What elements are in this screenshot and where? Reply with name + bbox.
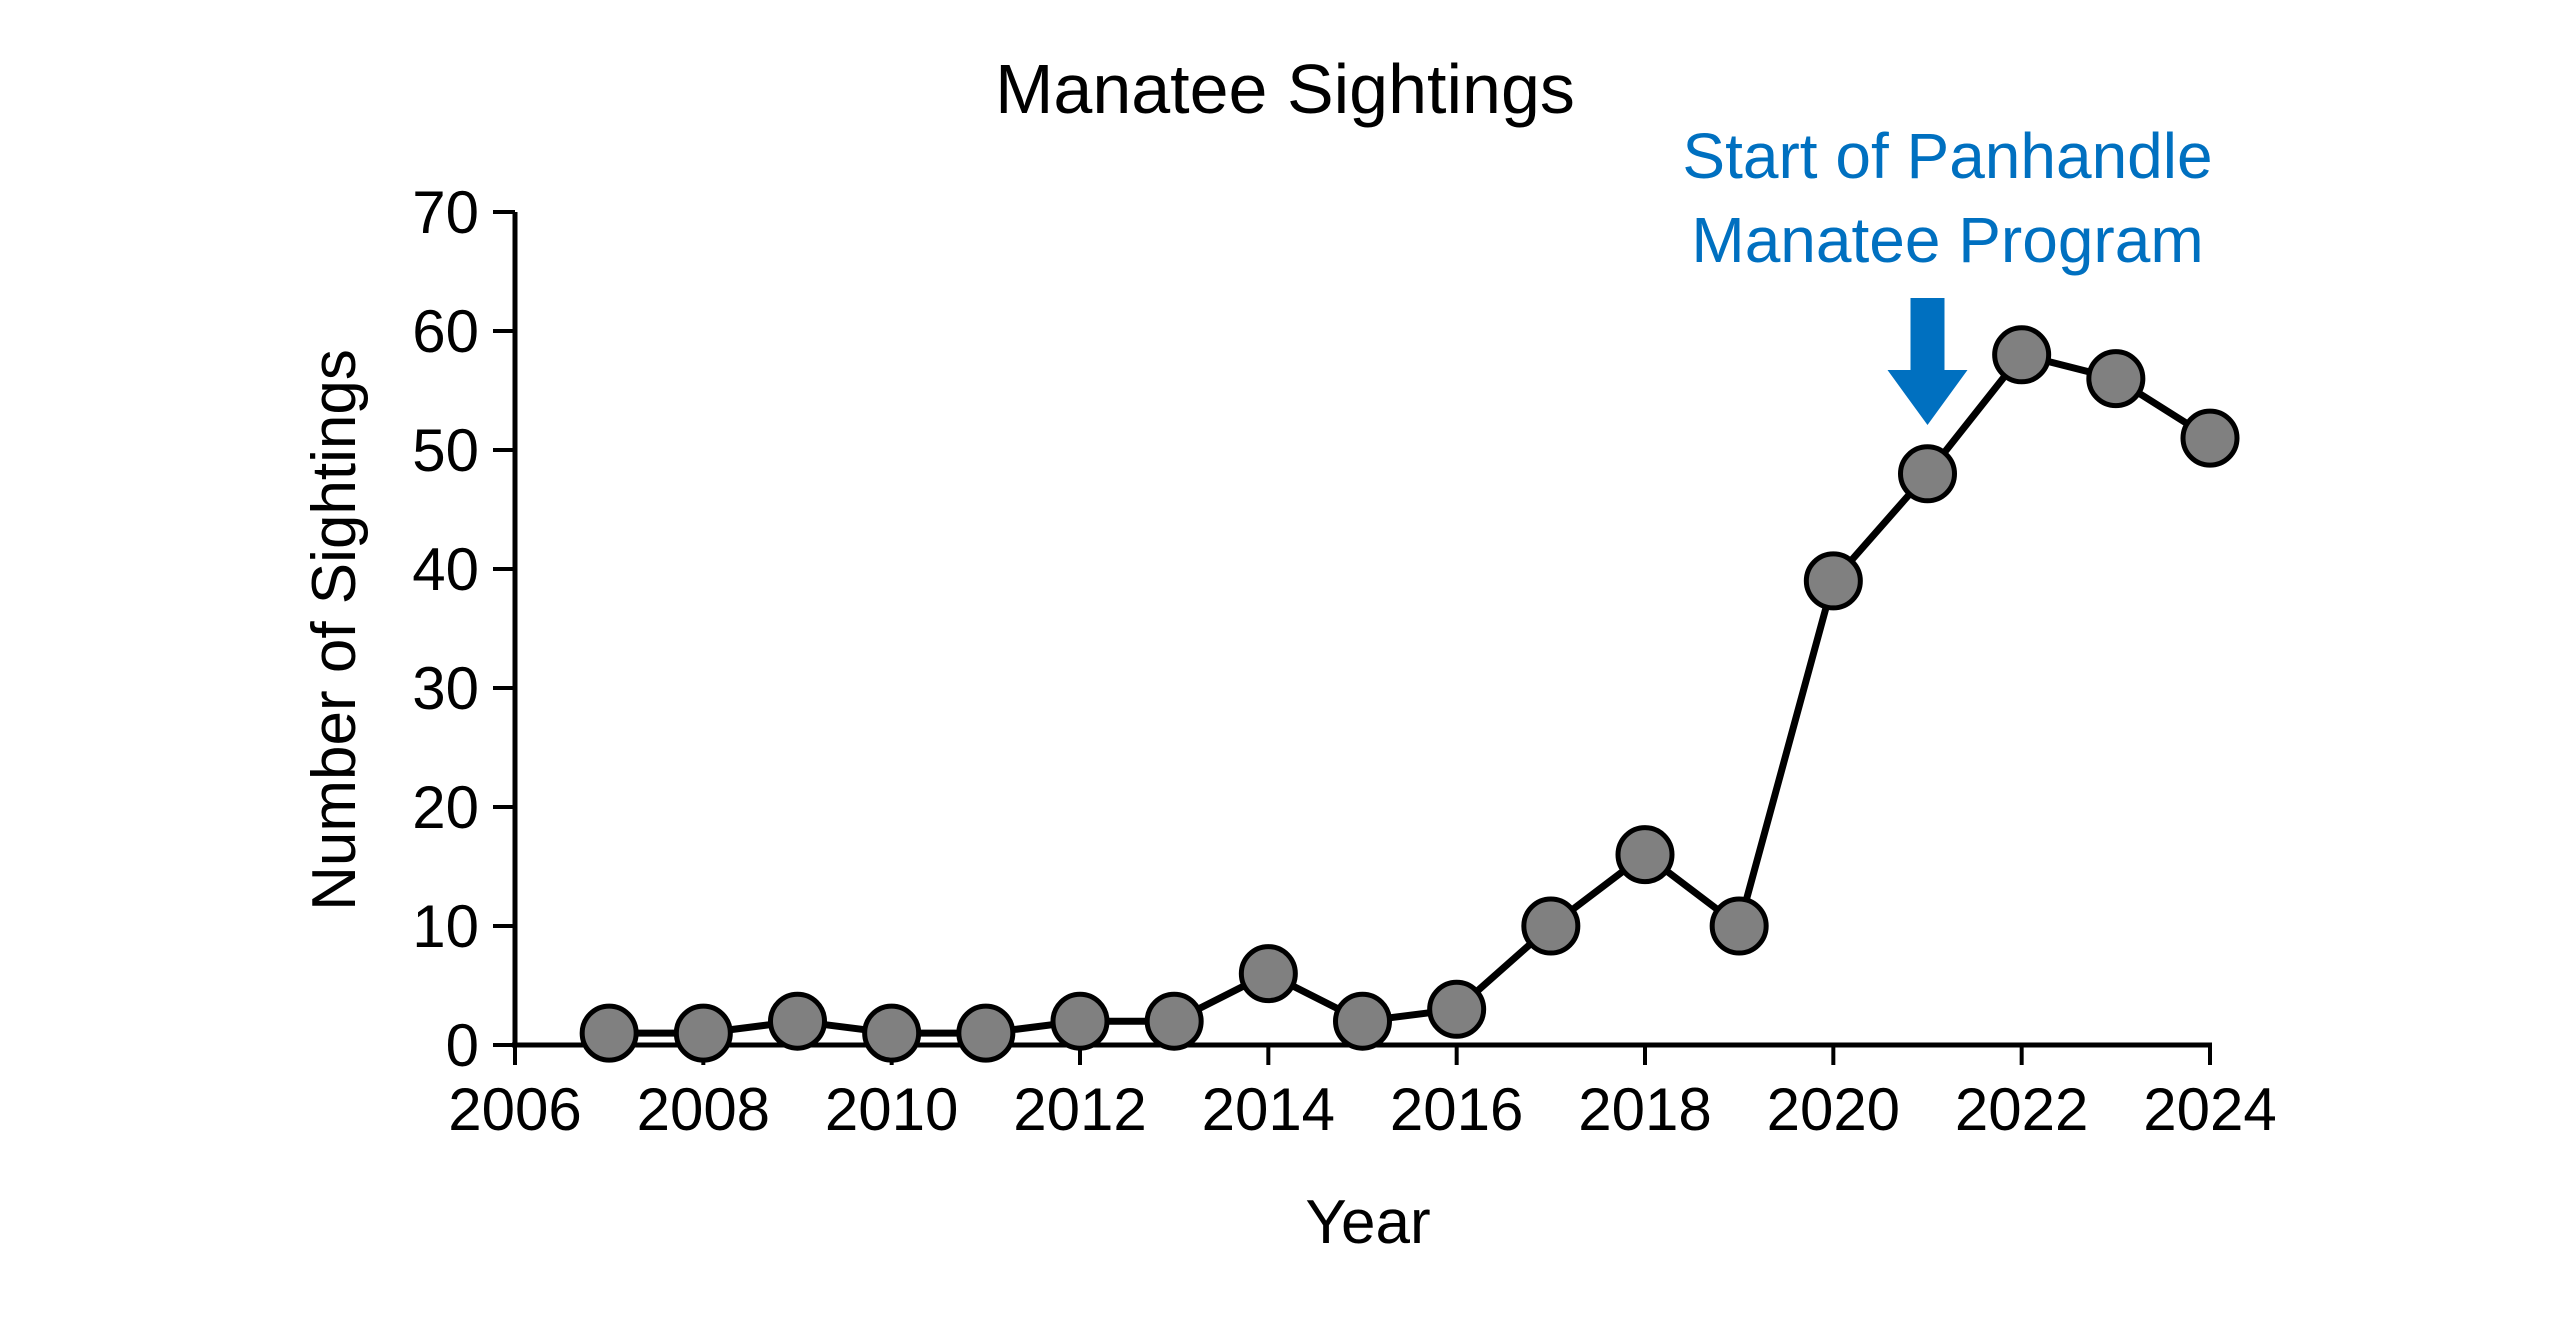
- y-tick-label: 70: [412, 179, 479, 246]
- y-tick-label: 60: [412, 298, 479, 365]
- data-point: [1521, 896, 1581, 956]
- data-point: [956, 1003, 1016, 1063]
- data-point: [579, 1003, 639, 1063]
- y-tick-label: 30: [412, 655, 479, 722]
- annotation-arrow-icon: [1887, 298, 1968, 425]
- data-point: [1050, 991, 1110, 1051]
- annotation-text-line-2: Manatee Program: [1691, 204, 2203, 276]
- x-tick-label: 2008: [637, 1076, 770, 1143]
- data-point: [1803, 551, 1863, 611]
- data-point: [673, 1003, 733, 1063]
- x-tick-label: 2020: [1767, 1076, 1900, 1143]
- x-tick-label: 2006: [448, 1076, 581, 1143]
- data-point: [2180, 408, 2240, 468]
- y-tick-label: 40: [412, 536, 479, 603]
- y-tick-label: 20: [412, 774, 479, 841]
- data-point: [1709, 896, 1769, 956]
- x-tick-label: 2014: [1202, 1076, 1335, 1143]
- series-layer: [579, 325, 2240, 1063]
- x-tick-label: 2024: [2143, 1076, 2276, 1143]
- series-line: [609, 351, 2212, 1037]
- chart-title: Manatee Sightings: [995, 50, 1575, 128]
- data-point: [1144, 991, 1204, 1051]
- x-tick-label: 2018: [1578, 1076, 1711, 1143]
- x-tick-label: 2010: [825, 1076, 958, 1143]
- y-tick-label: 10: [412, 893, 479, 960]
- data-point: [1238, 944, 1298, 1004]
- data-point: [1427, 979, 1487, 1039]
- annotation-text-line-1: Start of Panhandle: [1682, 120, 2212, 192]
- annotation: Start of Panhandle Manatee Program: [1682, 120, 2213, 425]
- y-tick-label: 0: [446, 1012, 479, 1079]
- data-point: [1898, 444, 1957, 504]
- x-tick-label: 2012: [1013, 1076, 1146, 1143]
- data-point: [862, 1003, 922, 1063]
- axes: 0 10 20 30 40 50 60 70 2006 2008 2010 2012 2014 2016 2…: [412, 179, 2276, 1143]
- data-point: [1992, 325, 2052, 385]
- y-axis-label: Number of Sightings: [300, 349, 369, 911]
- data-point: [768, 991, 827, 1051]
- x-axis-label: Year: [1305, 1188, 1430, 1257]
- y-tick-label: 50: [412, 417, 479, 484]
- data-point: [2086, 349, 2146, 409]
- x-tick-label: 2022: [1955, 1076, 2088, 1143]
- data-point: [1333, 991, 1392, 1051]
- x-tick-label: 2016: [1390, 1076, 1523, 1143]
- data-point: [1615, 825, 1675, 885]
